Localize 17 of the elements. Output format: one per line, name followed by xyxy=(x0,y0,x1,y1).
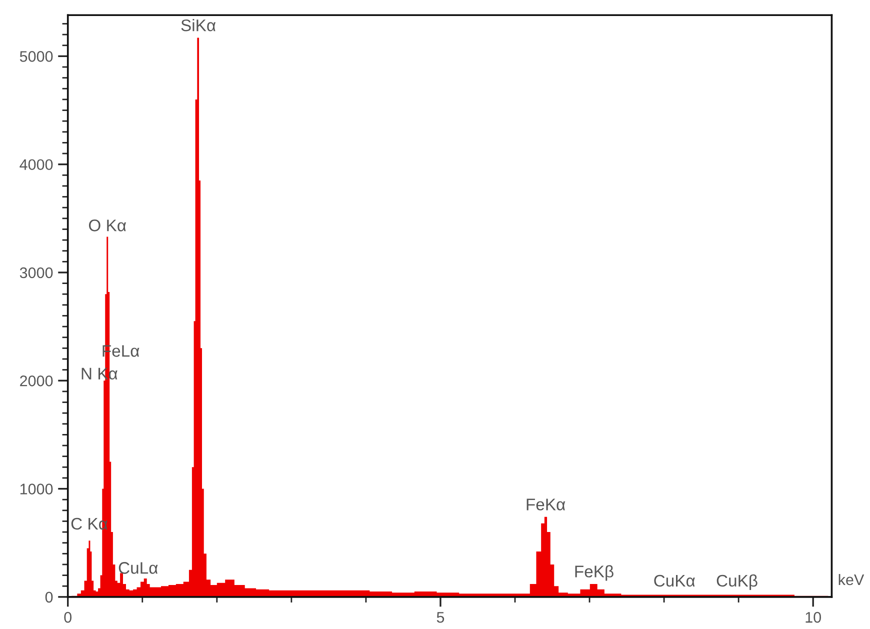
annotation: CuLα xyxy=(118,562,158,574)
y-tick-label: 3000 xyxy=(20,267,53,278)
x-tick-label: 5 xyxy=(436,612,444,623)
annotation: O Kα xyxy=(88,220,126,232)
annotation: CuKβ xyxy=(716,574,758,590)
x-tick-label: 10 xyxy=(806,612,821,623)
x-tick-label: 0 xyxy=(64,612,72,623)
annotation: FeKβ xyxy=(575,565,614,581)
x-axis-title: keV xyxy=(838,574,864,586)
y-tick-label: 0 xyxy=(45,592,53,603)
y-tick-label: 1000 xyxy=(20,484,53,494)
annotation: SiKα xyxy=(181,19,216,32)
annotation: FeKα xyxy=(526,498,566,510)
annotation: CuKα xyxy=(654,574,695,587)
y-tick-label: 2000 xyxy=(20,375,53,386)
y-tick-label: 5000 xyxy=(20,51,53,62)
y-tick-label: 4000 xyxy=(20,159,53,170)
